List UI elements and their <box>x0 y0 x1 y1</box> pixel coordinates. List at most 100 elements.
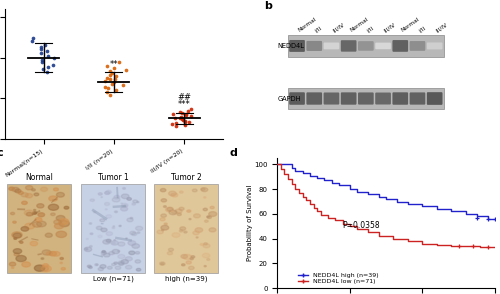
Text: **: ** <box>110 60 118 69</box>
Point <box>106 93 114 97</box>
Bar <box>288 35 444 57</box>
FancyBboxPatch shape <box>427 92 442 105</box>
Circle shape <box>48 204 58 210</box>
Text: ***: *** <box>178 101 190 109</box>
Circle shape <box>112 227 115 229</box>
Circle shape <box>118 250 120 252</box>
Circle shape <box>42 250 51 255</box>
Circle shape <box>50 213 55 216</box>
Circle shape <box>202 253 210 258</box>
Circle shape <box>168 248 173 251</box>
Circle shape <box>166 208 173 212</box>
Circle shape <box>136 226 142 230</box>
Circle shape <box>160 218 165 221</box>
Circle shape <box>41 266 48 271</box>
Circle shape <box>96 264 98 265</box>
Point <box>44 65 52 70</box>
Circle shape <box>121 203 122 204</box>
Circle shape <box>188 266 194 270</box>
Point <box>110 66 118 71</box>
Circle shape <box>10 212 14 215</box>
Point <box>112 74 120 78</box>
Circle shape <box>206 216 210 218</box>
Circle shape <box>133 200 138 203</box>
Circle shape <box>112 242 115 244</box>
Circle shape <box>34 209 36 211</box>
Point <box>182 111 190 116</box>
Circle shape <box>204 265 206 267</box>
Circle shape <box>42 264 48 267</box>
Point <box>43 70 51 74</box>
Circle shape <box>18 191 24 194</box>
Circle shape <box>100 265 106 268</box>
Circle shape <box>13 221 16 223</box>
Circle shape <box>86 238 88 240</box>
Circle shape <box>104 203 110 206</box>
Point <box>106 77 114 82</box>
Point <box>39 66 47 71</box>
Circle shape <box>179 207 184 210</box>
Circle shape <box>112 197 120 202</box>
Point <box>187 114 195 118</box>
FancyBboxPatch shape <box>392 92 408 105</box>
Circle shape <box>112 263 116 266</box>
Circle shape <box>190 258 194 260</box>
Circle shape <box>30 241 38 246</box>
Circle shape <box>180 227 186 230</box>
Circle shape <box>100 219 105 222</box>
Circle shape <box>94 212 96 213</box>
Circle shape <box>113 226 114 227</box>
Circle shape <box>164 223 167 225</box>
Point <box>112 88 120 92</box>
Circle shape <box>59 220 70 227</box>
FancyBboxPatch shape <box>306 41 322 51</box>
Circle shape <box>182 264 185 266</box>
Bar <box>7 184 71 273</box>
Circle shape <box>15 189 21 193</box>
Text: III/IV: III/IV <box>434 21 448 33</box>
Text: III/IV: III/IV <box>383 21 396 33</box>
Circle shape <box>45 233 52 237</box>
Legend: NEDD4L high (n=39), NEDD4L low (n=71): NEDD4L high (n=39), NEDD4L low (n=71) <box>298 272 379 285</box>
Circle shape <box>20 241 23 243</box>
Circle shape <box>180 230 183 232</box>
Circle shape <box>24 210 34 216</box>
Circle shape <box>94 264 98 266</box>
Circle shape <box>16 255 26 262</box>
Circle shape <box>127 198 132 200</box>
Point <box>184 109 192 113</box>
Text: Low (n=71): Low (n=71) <box>93 275 134 282</box>
Circle shape <box>170 193 174 196</box>
Circle shape <box>41 265 51 272</box>
Circle shape <box>201 188 205 191</box>
Circle shape <box>104 191 110 194</box>
Circle shape <box>34 265 45 271</box>
Circle shape <box>168 252 172 255</box>
Point <box>176 115 184 120</box>
Circle shape <box>118 254 125 259</box>
Circle shape <box>137 201 139 203</box>
Circle shape <box>160 262 165 265</box>
Circle shape <box>191 256 194 258</box>
Circle shape <box>26 186 33 190</box>
Circle shape <box>183 254 192 260</box>
Circle shape <box>207 216 212 218</box>
Circle shape <box>204 197 206 198</box>
Circle shape <box>162 229 164 231</box>
Circle shape <box>112 249 120 254</box>
Circle shape <box>114 211 117 213</box>
Circle shape <box>109 252 114 255</box>
Circle shape <box>86 249 88 250</box>
Circle shape <box>136 268 141 271</box>
FancyBboxPatch shape <box>375 93 391 104</box>
Circle shape <box>90 199 94 201</box>
Circle shape <box>204 220 208 222</box>
Circle shape <box>96 226 102 230</box>
Circle shape <box>195 228 202 232</box>
Circle shape <box>61 268 66 270</box>
Circle shape <box>98 268 103 271</box>
Circle shape <box>38 213 44 217</box>
Circle shape <box>32 222 42 227</box>
Circle shape <box>106 191 112 194</box>
Circle shape <box>64 206 69 209</box>
